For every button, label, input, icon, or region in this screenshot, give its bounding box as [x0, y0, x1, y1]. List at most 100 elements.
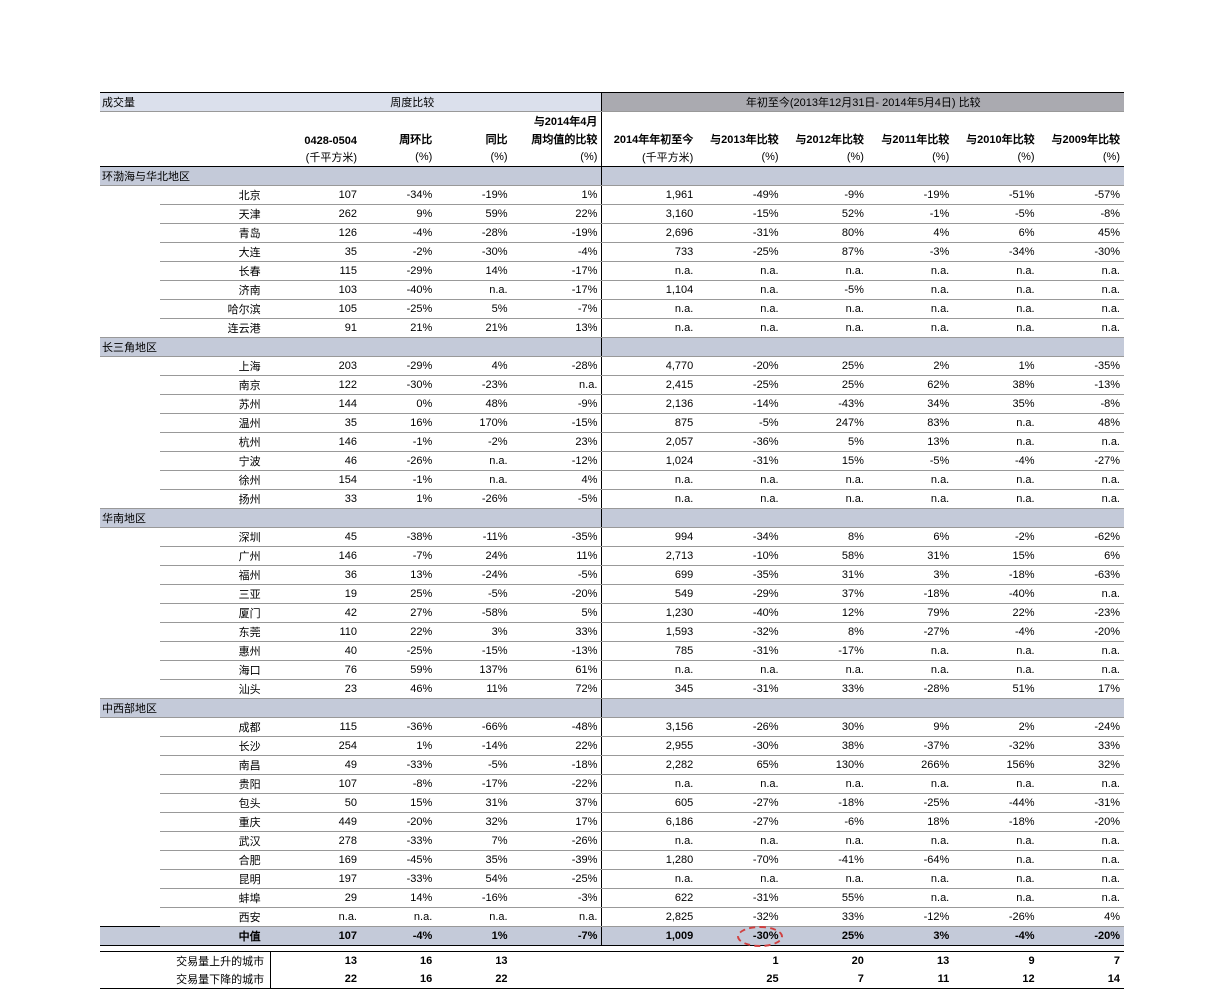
- data-cell: -7%: [512, 300, 602, 319]
- data-cell: -29%: [697, 585, 782, 604]
- data-cell: 35%: [436, 851, 511, 870]
- data-cell: -31%: [697, 680, 782, 699]
- data-cell: -58%: [436, 604, 511, 623]
- data-cell: 22%: [512, 205, 602, 224]
- data-cell: 45%: [1039, 224, 1124, 243]
- data-cell: 197: [271, 870, 361, 889]
- unit-7: (%): [783, 148, 868, 167]
- data-cell: 3%: [436, 623, 511, 642]
- data-cell: 15%: [361, 794, 436, 813]
- data-cell: -32%: [697, 908, 782, 927]
- data-cell: n.a.: [953, 414, 1038, 433]
- data-cell: 13%: [512, 319, 602, 338]
- data-cell: n.a.: [602, 661, 697, 680]
- data-cell: 61%: [512, 661, 602, 680]
- unit-4: (%): [512, 148, 602, 167]
- unit-5: (千平方米): [602, 148, 697, 167]
- data-cell: 29: [271, 889, 361, 908]
- data-cell: -31%: [697, 889, 782, 908]
- city-name: 南京: [160, 376, 270, 395]
- data-cell: -48%: [512, 718, 602, 737]
- data-cell: n.a.: [1039, 433, 1124, 452]
- data-cell: -18%: [512, 756, 602, 775]
- data-cell: n.a.: [783, 832, 868, 851]
- city-name: 青岛: [160, 224, 270, 243]
- data-cell: n.a.: [436, 471, 511, 490]
- data-cell: -2%: [953, 528, 1038, 547]
- data-cell: -15%: [512, 414, 602, 433]
- data-cell: -18%: [783, 794, 868, 813]
- data-cell: n.a.: [953, 319, 1038, 338]
- data-cell: 23%: [512, 433, 602, 452]
- col-h4b: 周均值的比较: [512, 130, 602, 148]
- table-row: 连云港9121%21%13%n.a.n.a.n.a.n.a.n.a.n.a.: [100, 319, 1124, 338]
- data-cell: n.a.: [1039, 775, 1124, 794]
- data-cell: n.a.: [953, 433, 1038, 452]
- table-row: 徐州154-1%n.a.4%n.a.n.a.n.a.n.a.n.a.n.a.: [100, 471, 1124, 490]
- median-cell: 1%: [436, 927, 511, 946]
- volume-comparison-table: 成交量 周度比较 年初至今(2013年12月31日- 2014年5月4日) 比较…: [100, 92, 1124, 989]
- data-cell: 4,770: [602, 357, 697, 376]
- data-cell: 345: [602, 680, 697, 699]
- data-cell: 38%: [783, 737, 868, 756]
- data-cell: 18%: [868, 813, 953, 832]
- table-row: 贵阳107-8%-17%-22%n.a.n.a.n.a.n.a.n.a.n.a.: [100, 775, 1124, 794]
- data-cell: -39%: [512, 851, 602, 870]
- median-label: 中值: [160, 927, 270, 946]
- data-cell: 105: [271, 300, 361, 319]
- data-cell: -25%: [512, 870, 602, 889]
- data-cell: n.a.: [1039, 870, 1124, 889]
- table-row: 惠州40-25%-15%-13%785-31%-17%n.a.n.a.n.a.: [100, 642, 1124, 661]
- data-cell: -25%: [697, 243, 782, 262]
- data-cell: 33%: [783, 680, 868, 699]
- data-cell: 58%: [783, 547, 868, 566]
- region-header: 长三角地区: [100, 338, 602, 357]
- data-cell: -1%: [361, 433, 436, 452]
- data-cell: -34%: [361, 186, 436, 205]
- data-cell: 50: [271, 794, 361, 813]
- data-cell: 21%: [436, 319, 511, 338]
- data-cell: n.a.: [953, 775, 1038, 794]
- data-cell: 2,415: [602, 376, 697, 395]
- city-name: 武汉: [160, 832, 270, 851]
- data-cell: -15%: [697, 205, 782, 224]
- data-cell: 91: [271, 319, 361, 338]
- city-name: 蚌埠: [160, 889, 270, 908]
- city-name: 三亚: [160, 585, 270, 604]
- data-cell: -20%: [361, 813, 436, 832]
- data-cell: 733: [602, 243, 697, 262]
- data-cell: 4%: [436, 357, 511, 376]
- data-cell: n.a.: [953, 832, 1038, 851]
- title-left: 成交量: [100, 93, 160, 112]
- table-row: 福州3613%-24%-5%699-35%31%3%-18%-63%: [100, 566, 1124, 585]
- data-cell: 5%: [783, 433, 868, 452]
- data-cell: -8%: [1039, 205, 1124, 224]
- data-cell: -40%: [953, 585, 1038, 604]
- data-cell: 22%: [512, 737, 602, 756]
- data-cell: 32%: [436, 813, 511, 832]
- data-cell: -40%: [697, 604, 782, 623]
- data-cell: 1,961: [602, 186, 697, 205]
- data-cell: -49%: [697, 186, 782, 205]
- data-cell: -35%: [1039, 357, 1124, 376]
- data-cell: 33%: [1039, 737, 1124, 756]
- city-name: 贵阳: [160, 775, 270, 794]
- unit-6: (%): [697, 148, 782, 167]
- data-cell: 247%: [783, 414, 868, 433]
- data-cell: 169: [271, 851, 361, 870]
- col-h6: 与2013年比较: [697, 130, 782, 148]
- data-cell: 52%: [783, 205, 868, 224]
- city-name: 哈尔滨: [160, 300, 270, 319]
- data-cell: n.a.: [697, 661, 782, 680]
- data-cell: 2,713: [602, 547, 697, 566]
- data-cell: -18%: [953, 813, 1038, 832]
- data-cell: 170%: [436, 414, 511, 433]
- data-cell: -15%: [436, 642, 511, 661]
- median-cell: 25%: [783, 927, 868, 946]
- city-name: 宁波: [160, 452, 270, 471]
- data-cell: n.a.: [953, 870, 1038, 889]
- data-cell: 38%: [953, 376, 1038, 395]
- city-name: 连云港: [160, 319, 270, 338]
- data-cell: -1%: [361, 471, 436, 490]
- table-row: 南昌49-33%-5%-18%2,28265%130%266%156%32%: [100, 756, 1124, 775]
